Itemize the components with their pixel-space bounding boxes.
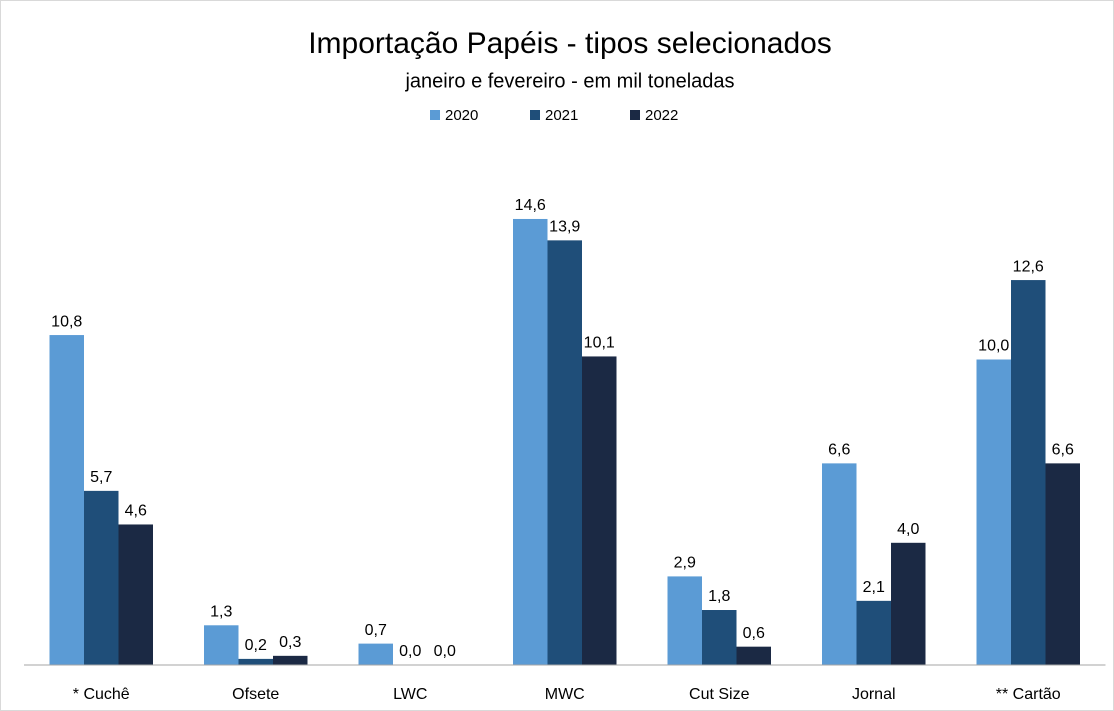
data-label: 14,6 (515, 197, 546, 214)
x-tick-label: ** Cartão (996, 686, 1061, 703)
data-label: 0,3 (279, 634, 301, 651)
data-label: 10,1 (584, 335, 615, 352)
bar (238, 658, 273, 665)
data-label: 6,6 (828, 442, 850, 459)
bar (204, 625, 239, 665)
x-tick-label: MWC (545, 686, 585, 703)
chart-subtitle: janeiro e fevereiro - em mil toneladas (404, 70, 734, 92)
data-label: 4,6 (125, 503, 147, 520)
bar (1011, 280, 1046, 665)
bar (856, 600, 891, 665)
legend-swatch (430, 110, 440, 120)
data-label: 5,7 (90, 469, 112, 486)
legend-label: 2022 (645, 107, 678, 124)
legend-swatch (630, 110, 640, 120)
bar (891, 542, 926, 665)
data-label: 0,6 (743, 625, 765, 642)
x-tick-label: Jornal (852, 686, 896, 703)
bar (84, 490, 119, 665)
bar (736, 646, 771, 665)
bar (976, 359, 1011, 665)
bar (118, 524, 153, 665)
data-label: 2,9 (674, 555, 696, 572)
data-label: 4,0 (897, 521, 919, 538)
bar (1045, 463, 1080, 665)
bar (49, 335, 84, 665)
bar (358, 643, 393, 665)
data-label: 0,0 (399, 643, 421, 660)
data-label: 10,0 (978, 338, 1009, 355)
legend-swatch (530, 110, 540, 120)
data-label: 13,9 (549, 219, 580, 236)
x-tick-label: Cut Size (689, 686, 750, 703)
x-tick-label: * Cuchê (73, 686, 130, 703)
x-tick-label: LWC (393, 686, 427, 703)
data-label: 10,8 (51, 313, 82, 330)
data-label: 1,8 (708, 588, 730, 605)
bar (702, 610, 737, 665)
data-label: 0,2 (245, 637, 267, 654)
bar (822, 463, 857, 665)
data-label: 0,7 (365, 622, 387, 639)
data-label: 1,3 (210, 604, 232, 621)
data-label: 6,6 (1052, 442, 1074, 459)
data-label: 2,1 (863, 579, 885, 596)
bar (667, 576, 702, 665)
x-tick-label: Ofsete (232, 686, 279, 703)
data-label: 0,0 (434, 643, 456, 660)
data-label: 12,6 (1013, 258, 1044, 275)
chart-title: Importação Papéis - tipos selecionados (308, 27, 832, 60)
legend-label: 2021 (545, 107, 578, 124)
bar (273, 655, 308, 665)
bar (513, 218, 548, 665)
bar (547, 240, 582, 666)
legend-label: 2020 (445, 107, 478, 124)
bar (582, 356, 617, 665)
